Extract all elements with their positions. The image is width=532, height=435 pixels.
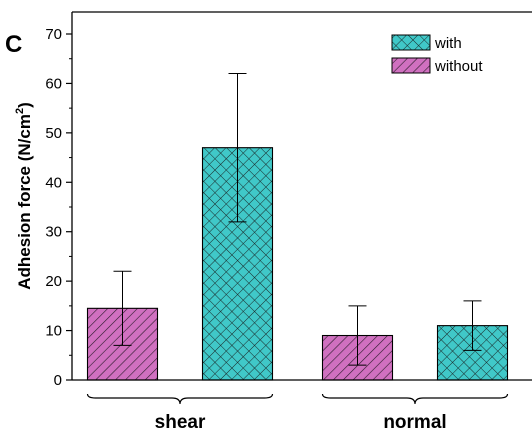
- legend: with without: [391, 34, 483, 75]
- y-axis-title-superscript: 2: [14, 108, 26, 114]
- y-axis-title: Adhesion force (N/cm2): [14, 102, 34, 290]
- category-label-normal: normal: [383, 412, 446, 433]
- legend-label-with: with: [434, 35, 462, 52]
- category-label-shear: shear: [155, 412, 206, 433]
- category-brace-normal: [321, 393, 509, 405]
- y-axis-title-tail: ): [15, 102, 34, 108]
- y-tick-label: 30: [45, 224, 62, 241]
- legend-swatch-without: [391, 57, 431, 74]
- category-braces-group: [86, 393, 509, 405]
- y-tick-label: 60: [45, 75, 62, 92]
- y-tick-label: 0: [54, 372, 62, 389]
- y-tick-label: 40: [45, 174, 62, 191]
- y-ticks-group: 0 10 20 30 40 50 60 70: [45, 26, 72, 389]
- y-tick-label: 10: [45, 323, 62, 340]
- category-brace-shear: [86, 393, 274, 405]
- y-tick-label: 70: [45, 26, 62, 43]
- bar-with-normal: [436, 325, 509, 381]
- legend-swatch-with: [391, 34, 431, 51]
- panel-label: C: [5, 31, 22, 58]
- legend-label-without: without: [434, 58, 483, 75]
- y-tick-label: 50: [45, 125, 62, 142]
- y-tick-label: 20: [45, 273, 62, 290]
- error-bars-group: [113, 73, 482, 366]
- bars-group: [86, 147, 509, 381]
- category-labels-group: shear normal: [155, 412, 447, 433]
